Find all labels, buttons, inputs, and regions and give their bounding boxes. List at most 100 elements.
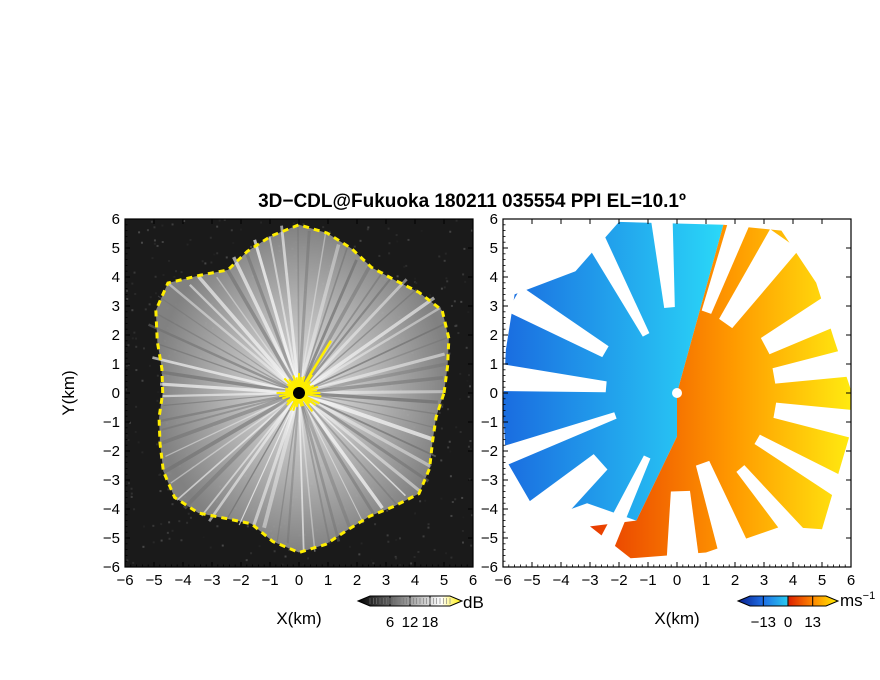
speckle-dot: [258, 545, 261, 548]
speckle-dot: [189, 238, 192, 241]
speckle-dot: [455, 426, 458, 429]
speckle-dot: [417, 550, 420, 553]
velocity-ytick-label: 6: [490, 211, 498, 228]
reflectivity-ray: [298, 392, 437, 415]
reflectivity-ray: [170, 392, 300, 484]
speckle-dot: [395, 557, 398, 560]
speckle-dot: [394, 555, 397, 558]
reflectivity-ray: [208, 392, 301, 523]
reflectivity-ytick-label: 2: [112, 327, 120, 344]
reflectivity-rays: [148, 224, 449, 553]
speckle-dot: [143, 525, 146, 528]
reflectivity-xtick-label: 3: [382, 572, 390, 589]
speckle-dot: [250, 552, 253, 555]
speckle-dot: [130, 494, 133, 497]
reflectivity-ray: [298, 375, 444, 395]
velocity-gap-wedge: [760, 289, 851, 355]
speckle-dot: [245, 559, 248, 562]
reflectivity-xtick-label: 6: [469, 572, 477, 589]
speckle-dot: [448, 440, 451, 443]
speckle-dot: [138, 231, 141, 234]
reflectivity-ray: [232, 256, 301, 394]
reflectivity-colorbar: 6 12 18 dB: [356, 593, 484, 631]
speckle-dot: [448, 352, 451, 355]
reflectivity-ray: [176, 392, 300, 501]
reflectivity-ray: [298, 392, 406, 497]
reflectivity-ray: [297, 244, 341, 394]
speckle-dot: [403, 265, 406, 268]
reflectivity-xtick-label: −5: [145, 572, 162, 589]
reflectivity-xtick-label: 5: [440, 572, 448, 589]
speckle-dot: [396, 240, 399, 243]
reflectivity-ray: [298, 306, 442, 395]
speckle-dot: [155, 443, 158, 446]
reflectivity-ray: [298, 392, 316, 552]
velocity-xtick-label: 3: [760, 572, 768, 589]
speckle-dot: [450, 514, 453, 517]
speckle-dot: [367, 226, 370, 229]
speckle-dot: [444, 252, 447, 255]
speckle-dot: [302, 562, 305, 565]
speckle-dot: [359, 239, 362, 242]
reflectivity-xlabel: X(km): [276, 609, 321, 628]
velocity-ytick-label: −6: [481, 559, 498, 576]
speckle-dot: [469, 385, 472, 388]
speckle-dot: [420, 229, 423, 232]
reflectivity-ray: [298, 392, 437, 429]
reflectivity-ray: [298, 391, 430, 483]
reflectivity-ray: [182, 391, 301, 510]
reflectivity-ray: [159, 382, 300, 395]
reflectivity-ray: [188, 283, 300, 394]
speckle-dot: [469, 448, 472, 451]
speckle-dot: [125, 364, 128, 367]
speckle-dot: [386, 509, 389, 512]
reflectivity-ray: [157, 295, 300, 394]
reflectivity-ray: [297, 392, 375, 515]
reflectivity-ray: [268, 236, 300, 394]
velocity-gap-wedge: [772, 347, 851, 384]
speckle-dot: [441, 403, 444, 406]
reflectivity-ray: [162, 391, 300, 474]
speckle-dot: [150, 220, 153, 223]
reflectivity-ytick-label: 0: [112, 385, 120, 402]
velocity-gap-wedge: [507, 286, 609, 358]
reflectivity-ray: [298, 392, 305, 553]
speckle-dot: [413, 555, 416, 558]
reflectivity-ray: [298, 352, 446, 395]
speckle-dot: [131, 282, 134, 285]
speckle-dot: [180, 271, 183, 274]
speckle-dot: [153, 226, 156, 229]
reflectivity-ray: [298, 362, 448, 395]
speckle-dot: [161, 241, 164, 244]
speckle-dot: [455, 219, 458, 222]
velocity-data-gaps: [503, 219, 851, 567]
velocity-xtick-label: 1: [702, 572, 710, 589]
speckle-dot: [218, 219, 221, 222]
speckle-dot: [440, 459, 443, 462]
reflectivity-colorbar-tick-label: 18: [422, 614, 439, 631]
speckle-dot: [447, 408, 450, 411]
velocity-gap-wedge: [701, 219, 752, 314]
velocity-colorbar-unit: ms−1: [840, 590, 875, 610]
reflectivity-ray: [252, 392, 301, 526]
speckle-dot: [180, 539, 183, 542]
reflectivity-ray: [276, 392, 300, 543]
velocity-center-marker: [672, 388, 682, 398]
speckle-dot: [292, 222, 295, 225]
speckle-dot: [438, 255, 441, 258]
speckle-dot: [460, 300, 463, 303]
reflectivity-ytick-label: −2: [103, 443, 120, 460]
reflectivity-xtick-label: 0: [295, 572, 303, 589]
reflectivity-ray: [298, 392, 331, 544]
reflectivity-xtick-label: 2: [353, 572, 361, 589]
speckle-dot: [450, 304, 453, 307]
speckle-dot: [134, 430, 137, 433]
reflectivity-ray: [161, 392, 300, 431]
speckle-dot: [470, 229, 473, 232]
speckle-dot: [135, 405, 138, 408]
velocity-xtick-label: −2: [610, 572, 627, 589]
speckle-dot: [148, 364, 151, 367]
velocity-gap-wedge: [588, 455, 651, 567]
speckle-dot: [223, 219, 226, 222]
speckle-dot: [186, 243, 189, 246]
